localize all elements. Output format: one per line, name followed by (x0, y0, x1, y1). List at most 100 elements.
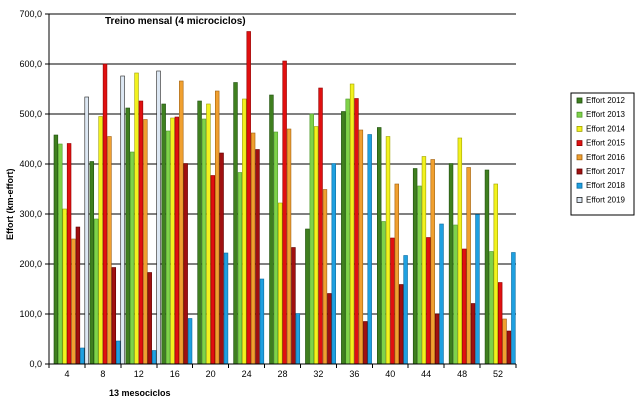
y-tick-label: 100,0 (19, 309, 42, 319)
bar-effort-2018-36 (367, 134, 372, 365)
x-tick-labels: 4 8 12 16 20 24 28 32 36 40 44 48 52 (48, 364, 517, 379)
bar-effort-2017-40 (399, 284, 404, 365)
y-tick-label: 0,0 (29, 359, 42, 369)
y-tick-label: 400,0 (19, 159, 42, 169)
x-tick-label: 12 (134, 369, 144, 379)
bar-effort-2018-20 (223, 252, 229, 365)
bar-effort-2015-20 (210, 175, 215, 365)
bar-effort-2013-12 (129, 151, 135, 365)
bar-effort-2014-16 (170, 117, 175, 365)
legend-entry: Effort 2017 (586, 167, 626, 176)
legend-swatch (576, 182, 583, 189)
legend-entry: Effort 2019 (586, 195, 626, 204)
bar-effort-2013-8 (94, 218, 99, 365)
bar-effort-2017-48 (470, 303, 476, 365)
bar-effort-2014-4 (62, 208, 67, 365)
legend-entry: Effort 2014 (586, 124, 626, 133)
bar-effort-2015-4 (66, 143, 72, 365)
bar-effort-2015-44 (426, 237, 431, 365)
bar-effort-2018-52 (511, 252, 516, 365)
bar-effort-2016-44 (430, 159, 435, 365)
bar-effort-2014-20 (206, 103, 211, 365)
bar-effort-2015-32 (318, 87, 323, 365)
bar-effort-2017-28 (291, 247, 296, 365)
bar-effort-2012-28 (269, 94, 274, 365)
legend-swatch (576, 196, 583, 203)
bar-effort-2016-36 (358, 129, 364, 365)
x-tick-label: 36 (349, 369, 359, 379)
bar-effort-2015-12 (138, 100, 144, 365)
y-tick-label: 500,0 (19, 109, 42, 119)
x-tick-label: 48 (457, 369, 467, 379)
bar-effort-2014-44 (421, 156, 427, 365)
bar-effort-2015-40 (390, 237, 395, 365)
bar-effort-2016-48 (466, 167, 471, 365)
bar-effort-2014-40 (385, 136, 391, 365)
bar-effort-2018-4 (80, 347, 85, 365)
x-tick-label: 16 (170, 369, 180, 379)
legend-swatch (576, 140, 583, 147)
bar-effort-2017-12 (147, 272, 152, 365)
bar-effort-2018-32 (331, 163, 336, 365)
x-axis-label: 13 mesociclos (109, 388, 171, 398)
bar-effort-2018-8 (116, 340, 121, 365)
bar-effort-2013-44 (417, 185, 422, 365)
y-axis-label: Effort (km-effort) (5, 169, 15, 241)
legend-swatch (576, 97, 583, 104)
x-tick-label: 28 (277, 369, 287, 379)
bar-effort-2012-12 (125, 107, 130, 365)
y-tick-labels: 0,0 100,0 200,0 300,0 400,0 500,0 600,0 700,0 (19, 9, 49, 369)
bar-effort-2014-8 (98, 116, 103, 365)
x-tick-label: 44 (421, 369, 431, 379)
legend-entry: Effort 2013 (586, 110, 626, 119)
bar-effort-2015-36 (354, 98, 359, 365)
bar-effort-2017-4 (75, 226, 81, 365)
bar-effort-2017-8 (111, 267, 117, 365)
bar-effort-2017-36 (363, 321, 368, 365)
y-tick-label: 700,0 (19, 9, 42, 19)
bar-effort-2012-20 (197, 100, 202, 365)
bar-effort-2019-8 (120, 75, 125, 365)
bar-effort-2015-24 (246, 31, 251, 365)
bar-effort-2018-40 (403, 255, 408, 365)
bar-effort-2012-32 (305, 228, 310, 365)
legend-swatch (576, 154, 583, 161)
bar-effort-2013-28 (273, 131, 279, 365)
bar-effort-2013-20 (201, 118, 207, 365)
bar-effort-2016-20 (214, 90, 220, 365)
bar-effort-2016-16 (179, 80, 184, 365)
bar-effort-2017-16 (183, 163, 188, 365)
bar-effort-2016-40 (394, 183, 400, 365)
bar-effort-2018-12 (151, 350, 157, 365)
bar-effort-2013-40 (381, 221, 386, 365)
legend-entry: Effort 2012 (586, 96, 626, 105)
bar-effort-2017-32 (327, 293, 332, 365)
bar-effort-2012-52 (484, 169, 490, 365)
bar-effort-2019-4 (84, 96, 89, 365)
bar-effort-2012-16 (161, 103, 166, 365)
bar-effort-2018-44 (439, 223, 444, 365)
bar-effort-2016-4 (71, 238, 76, 365)
bar-effort-2017-52 (506, 330, 512, 365)
bar-effort-2013-24 (237, 172, 243, 365)
bar-effort-2018-28 (295, 313, 301, 365)
bar-effort-2015-28 (282, 60, 287, 365)
x-tick-label: 8 (100, 369, 105, 379)
chart-title: Treino mensal (4 microciclos) (105, 16, 246, 27)
legend: Effort 2012 Effort 2013 Effort 2014 Effort … (570, 92, 635, 216)
bar-effort-2017-24 (255, 149, 260, 365)
bar-effort-2014-28 (278, 202, 283, 365)
x-tick-label: 20 (206, 369, 216, 379)
bar-effort-2014-32 (313, 126, 319, 365)
bar-effort-2012-48 (448, 163, 454, 365)
bar-effort-2016-8 (107, 136, 112, 365)
bar-effort-2016-32 (322, 189, 328, 365)
legend-swatch (576, 126, 583, 132)
bar-effort-2015-8 (102, 63, 108, 365)
bar-effort-2018-24 (259, 278, 265, 365)
bar-effort-2013-4 (58, 143, 63, 365)
bar-effort-2015-52 (497, 282, 503, 365)
bar-effort-2014-24 (242, 98, 247, 365)
bar-effort-2012-44 (412, 168, 418, 365)
